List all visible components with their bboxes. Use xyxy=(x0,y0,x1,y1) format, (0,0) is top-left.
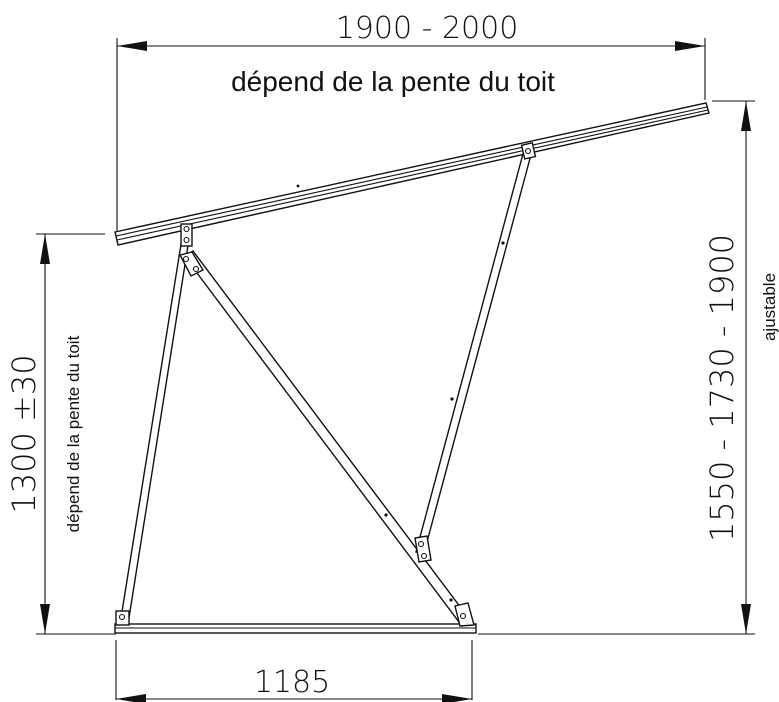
right-height-dimension: 1550 - 1730 - 1900 ajustable xyxy=(478,100,779,635)
diagonal-brace xyxy=(184,250,471,627)
base-width-dimension: 1185 xyxy=(115,640,473,702)
frame xyxy=(114,102,710,634)
top-width-note: dépend de la pente du toit xyxy=(231,66,555,97)
front-leg xyxy=(119,231,191,625)
front-top-bracket xyxy=(180,223,193,247)
left-height-label: 1300 ±30 xyxy=(5,354,43,513)
top-width-dimension: 1900 - 2000 dépend de la pente du toit xyxy=(116,11,706,232)
top-width-label: 1900 - 2000 xyxy=(336,11,519,46)
left-height-note: dépend de la pente du toit xyxy=(64,335,83,532)
panel-rail xyxy=(114,102,710,246)
base-width-label: 1185 xyxy=(254,665,330,700)
left-height-dimension: 1300 ±30 dépend de la pente du toit xyxy=(5,233,116,635)
rear-leg xyxy=(415,149,533,554)
right-height-note: ajustable xyxy=(760,273,779,341)
right-height-label: 1550 - 1730 - 1900 xyxy=(703,234,741,542)
